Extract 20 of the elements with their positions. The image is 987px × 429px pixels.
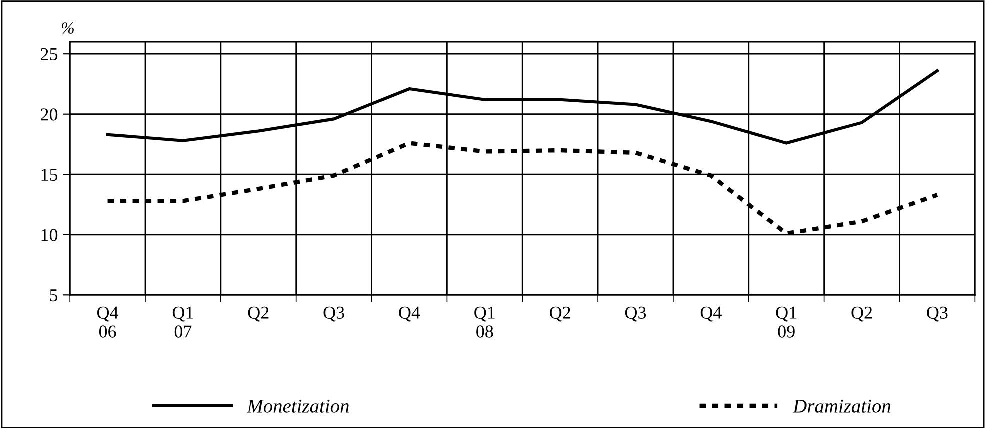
y-tick-label: 15 — [42, 168, 58, 182]
x-tick-label: Q1 08 — [474, 306, 495, 338]
y-tick-label: 20 — [41, 108, 58, 121]
legend-label: Monetization — [246, 400, 349, 413]
y-axis-title: % — [62, 22, 74, 34]
y-tick-label: 10 — [42, 229, 58, 242]
y-tick-label: 25 — [41, 48, 58, 61]
x-tick-label: Q4 — [399, 306, 420, 322]
x-tick-label: Q4 — [700, 306, 722, 322]
x-tick-label: Q2 — [248, 306, 269, 322]
x-tick-label: Q3 — [927, 306, 948, 322]
x-tick-label: Q1 07 — [172, 306, 194, 338]
x-tick-label: Q1 09 — [776, 306, 797, 338]
legend-label: Dramization — [792, 400, 891, 413]
y-tick-label: 5 — [50, 290, 58, 302]
x-tick-label: Q3 — [625, 306, 646, 322]
x-tick-label: Q4 06 — [97, 306, 119, 338]
x-tick-label: Q2 — [852, 306, 872, 322]
x-tick-label: Q3 — [324, 306, 344, 322]
x-tick-label: Q2 — [550, 306, 570, 322]
